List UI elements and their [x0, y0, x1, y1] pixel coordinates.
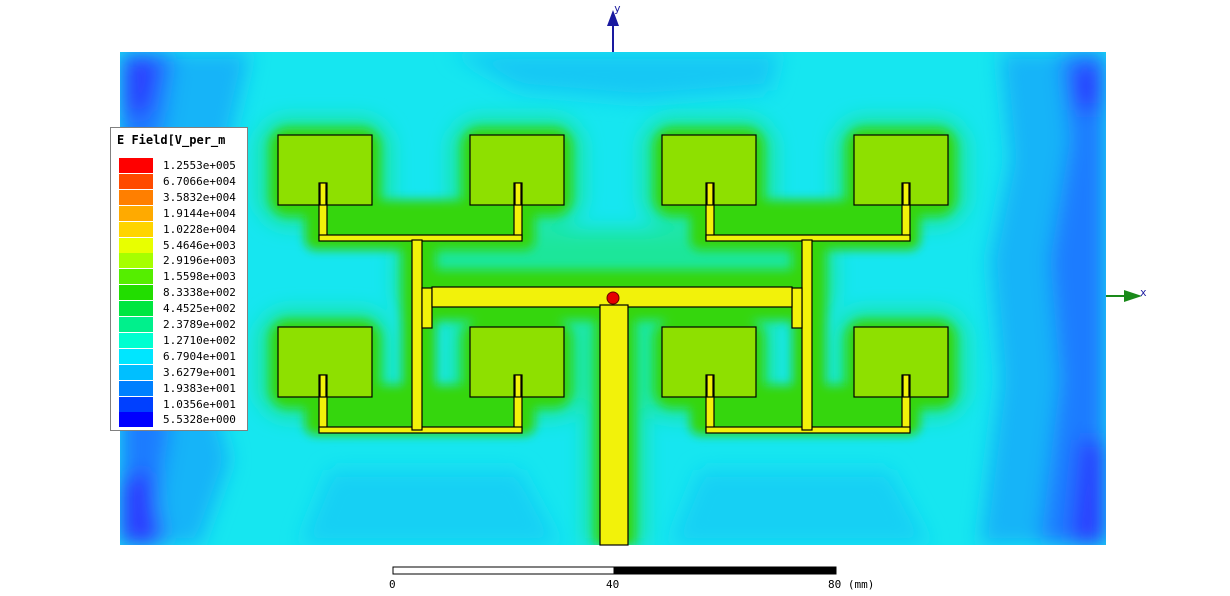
legend-value: 2.3789e+002 — [163, 318, 236, 331]
legend-swatch — [119, 158, 153, 173]
legend-swatch — [119, 301, 153, 317]
legend-entry: 4.4525e+002 — [119, 301, 245, 317]
legend-swatch — [119, 173, 153, 189]
legend-entry: 8.3338e+002 — [119, 285, 245, 301]
legend-swatch — [119, 221, 153, 237]
legend-value: 5.4646e+003 — [163, 238, 236, 252]
legend-value: 1.9144e+004 — [163, 206, 236, 220]
color-legend: E Field[V_per_m 1.2553e+005 6.7066e+004 3.… — [110, 127, 248, 431]
legend-entry: 5.4646e+003 — [119, 237, 245, 253]
legend-swatch — [119, 189, 153, 205]
legend-entry: 1.2710e+002 — [119, 332, 245, 348]
legend-value: 1.2710e+002 — [163, 333, 236, 347]
scale-bar — [392, 566, 837, 575]
antenna-array — [277, 134, 949, 546]
scale-tick-80: 80 (mm) — [828, 578, 875, 591]
legend-swatch — [119, 285, 153, 301]
legend-title: E Field[V_per_m — [117, 133, 226, 147]
legend-value: 3.5832e+004 — [163, 190, 236, 204]
x-axis-label: x — [1140, 286, 1147, 299]
legend-swatch — [119, 332, 153, 348]
legend-entry: 5.5328e+000 — [119, 412, 245, 428]
x-axis-indicator — [1106, 290, 1142, 302]
legend-value: 1.2553e+005 — [163, 159, 236, 172]
legend-swatch — [119, 348, 153, 364]
legend-entry: 2.9196e+003 — [119, 253, 245, 269]
legend-swatch — [119, 317, 153, 332]
legend-entry: 3.6279e+001 — [119, 364, 245, 380]
feed-point-marker — [606, 291, 620, 305]
legend-swatch — [119, 237, 153, 253]
legend-swatch — [119, 412, 153, 428]
legend-value: 1.0356e+001 — [163, 397, 236, 411]
legend-entry: 6.7066e+004 — [119, 173, 245, 189]
legend-entry: 1.9144e+004 — [119, 205, 245, 221]
legend-value: 6.7066e+004 — [163, 174, 236, 188]
legend-value: 6.7904e+001 — [163, 349, 236, 363]
y-axis-label: y — [614, 2, 621, 15]
legend-swatch — [119, 364, 153, 380]
legend-entry: 1.0228e+004 — [119, 221, 245, 237]
legend-value: 1.0228e+004 — [163, 222, 236, 236]
legend-swatch — [119, 269, 153, 285]
legend-entry: 1.9383e+001 — [119, 380, 245, 396]
legend-entry: 3.5832e+004 — [119, 189, 245, 205]
legend-value: 3.6279e+001 — [163, 365, 236, 379]
legend-value: 1.5598e+003 — [163, 270, 236, 284]
legend-entry: 1.0356e+001 — [119, 396, 245, 412]
legend-entry: 2.3789e+002 — [119, 317, 245, 332]
legend-value: 2.9196e+003 — [163, 254, 236, 268]
legend-value: 5.5328e+000 — [163, 413, 236, 427]
y-axis-indicator — [607, 10, 619, 52]
legend-value: 1.9383e+001 — [163, 381, 236, 395]
legend-entry: 1.2553e+005 — [119, 158, 245, 173]
scale-tick-0: 0 — [389, 578, 396, 591]
scale-tick-40: 40 — [606, 578, 620, 591]
legend-swatch — [119, 380, 153, 396]
legend-swatch — [119, 396, 153, 412]
legend-swatch — [119, 253, 153, 269]
legend-swatch — [119, 205, 153, 221]
legend-value: 8.3338e+002 — [163, 286, 236, 300]
legend-value: 4.4525e+002 — [163, 302, 236, 316]
legend-entry: 1.5598e+003 — [119, 269, 245, 285]
legend-entry: 6.7904e+001 — [119, 348, 245, 364]
